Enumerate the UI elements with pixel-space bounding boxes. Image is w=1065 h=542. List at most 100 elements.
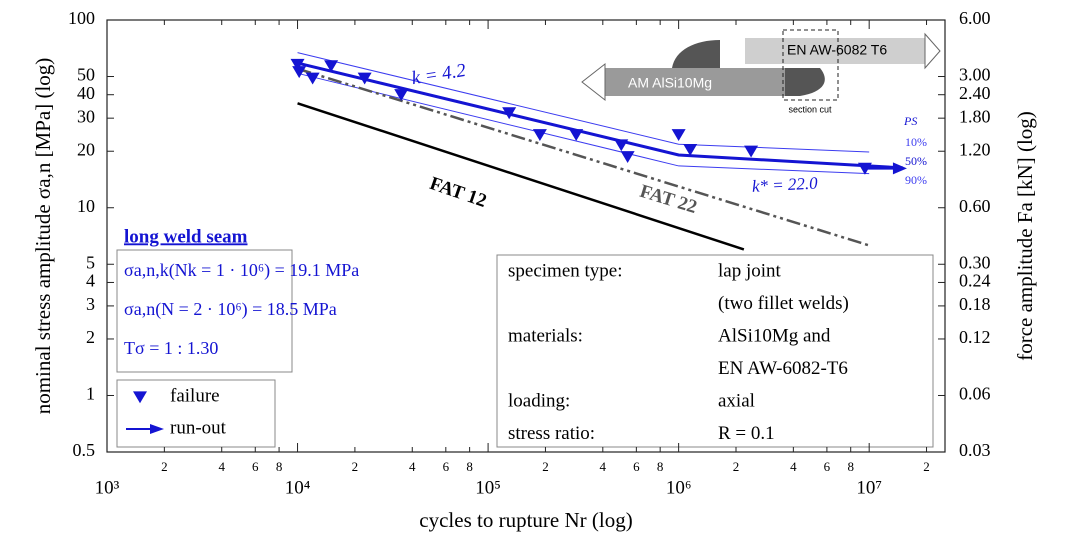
y2-tick-label: 2.40 bbox=[959, 83, 991, 103]
weld-box bbox=[116, 249, 293, 373]
y-tick-label: 30 bbox=[77, 106, 95, 126]
x-tick-label: 10⁶ bbox=[666, 477, 692, 498]
x-tick-label: 8 bbox=[657, 459, 664, 474]
y2-tick-label: 0.12 bbox=[959, 327, 991, 347]
failure-marker bbox=[394, 89, 409, 102]
inset: EN AW-6082 T6 AM AlSi10Mg section cut bbox=[581, 29, 941, 114]
arrow-left bbox=[581, 62, 606, 102]
y-tick-label: 100 bbox=[68, 8, 95, 28]
table-value: AlSi10Mg and bbox=[718, 325, 831, 346]
annotation: k* = 22.0 bbox=[751, 173, 818, 195]
x-tick-label: 4 bbox=[218, 459, 225, 474]
failure-marker bbox=[305, 72, 320, 85]
weld-box-line: σa,n(N = 2 · 10⁶) = 18.5 MPa bbox=[124, 299, 337, 320]
table-value: EN AW-6082-T6 bbox=[718, 358, 848, 379]
x-tick-label: 8 bbox=[276, 459, 283, 474]
weld bbox=[672, 40, 720, 68]
y-tick-label: 10 bbox=[77, 196, 95, 216]
curve bbox=[297, 61, 903, 170]
failure-marker bbox=[502, 107, 517, 120]
legend-symbol bbox=[150, 424, 164, 434]
failure-marker bbox=[683, 144, 698, 156]
percentile-label: 90% bbox=[905, 173, 927, 187]
legend-symbol bbox=[133, 391, 147, 404]
lower-part bbox=[605, 68, 785, 96]
y2-tick-label: 0.30 bbox=[959, 252, 991, 272]
table-label: materials: bbox=[508, 325, 583, 346]
x-tick-label: 6 bbox=[824, 459, 831, 474]
x-tick-label: 10⁵ bbox=[475, 477, 501, 498]
table-value: R = 0.1 bbox=[718, 423, 775, 444]
failure-marker bbox=[290, 58, 305, 71]
x-tick-label: 8 bbox=[466, 459, 473, 474]
x-tick-label: 8 bbox=[847, 459, 854, 474]
table-label: stress ratio: bbox=[508, 423, 595, 444]
table-value: (two fillet welds) bbox=[718, 293, 849, 314]
x-tick-label: 4 bbox=[600, 459, 607, 474]
x-tick-label: 10⁷ bbox=[856, 477, 882, 498]
x-tick-label: 2 bbox=[542, 459, 549, 474]
x-tick-label: 6 bbox=[252, 459, 259, 474]
x-tick-label: 10⁴ bbox=[285, 477, 311, 498]
weld-box-line: σa,n,k(Nk = 1 · 10⁶) = 19.1 MPa bbox=[124, 260, 359, 281]
y-tick-label: 4 bbox=[86, 271, 95, 291]
weld-box-title: long weld seam bbox=[124, 226, 248, 247]
weld-box-line: Tσ = 1 : 1.30 bbox=[124, 338, 218, 358]
y-tick-label: 2 bbox=[86, 327, 95, 347]
curve bbox=[297, 52, 870, 153]
failure-marker bbox=[671, 129, 686, 141]
table-label: specimen type: bbox=[508, 260, 623, 281]
specimen-table bbox=[496, 254, 934, 448]
y-tick-label: 3 bbox=[86, 294, 95, 314]
x-tick-label: 2 bbox=[161, 459, 168, 474]
y2-tick-label: 0.06 bbox=[959, 384, 991, 404]
plot-frame bbox=[106, 19, 946, 453]
legend-label: failure bbox=[170, 385, 220, 406]
failure-marker bbox=[357, 72, 372, 85]
failure-marker bbox=[569, 129, 584, 141]
x-tick-label: 6 bbox=[443, 459, 450, 474]
legend-label: run-out bbox=[170, 417, 227, 438]
y-tick-label: 1 bbox=[86, 384, 95, 404]
x-axis-label: cycles to rupture Nr (log) bbox=[419, 508, 632, 532]
annotation: PS bbox=[903, 114, 917, 128]
failure-marker bbox=[620, 151, 635, 164]
failure-marker bbox=[744, 145, 759, 158]
failure-marker bbox=[292, 66, 307, 79]
x-tick-label: 6 bbox=[633, 459, 640, 474]
y2-tick-label: 3.00 bbox=[959, 65, 991, 85]
curve bbox=[297, 72, 870, 175]
y2-tick-label: 1.80 bbox=[959, 106, 991, 126]
y-tick-label: 0.5 bbox=[73, 440, 96, 460]
legend bbox=[116, 379, 276, 448]
y2-tick-label: 0.60 bbox=[959, 196, 991, 216]
percentile-label: 50% bbox=[905, 154, 927, 168]
y2-tick-label: 0.03 bbox=[959, 440, 991, 460]
inset-label: EN AW-6082 T6 bbox=[787, 42, 887, 58]
inset-label: AM AlSi10Mg bbox=[628, 75, 712, 91]
y2-axis-label: force amplitude Fa [kN] (log) bbox=[1013, 111, 1037, 361]
y-axis-label: nominal stress amplitude σa,n [MPa] (log… bbox=[31, 58, 55, 415]
x-tick-label: 2 bbox=[923, 459, 930, 474]
table-value: lap joint bbox=[718, 260, 782, 281]
y2-tick-label: 6.00 bbox=[959, 8, 991, 28]
arrow-head bbox=[892, 162, 907, 175]
x-tick-label: 4 bbox=[790, 459, 797, 474]
y-tick-label: 50 bbox=[77, 65, 95, 85]
y-tick-label: 20 bbox=[77, 139, 95, 159]
upper-part bbox=[745, 38, 925, 64]
inset-label: section cut bbox=[788, 104, 832, 114]
table-value: axial bbox=[718, 390, 755, 411]
percentile-label: 10% bbox=[905, 135, 927, 149]
table-label: loading: bbox=[508, 390, 570, 411]
failure-marker bbox=[324, 60, 339, 73]
y-tick-label: 5 bbox=[86, 252, 95, 272]
curve bbox=[297, 67, 870, 247]
failure-marker bbox=[614, 139, 629, 152]
arrow-right bbox=[924, 32, 941, 70]
weld bbox=[785, 68, 825, 96]
y2-tick-label: 0.18 bbox=[959, 294, 991, 314]
x-tick-label: 2 bbox=[733, 459, 740, 474]
y-tick-label: 40 bbox=[77, 83, 95, 103]
